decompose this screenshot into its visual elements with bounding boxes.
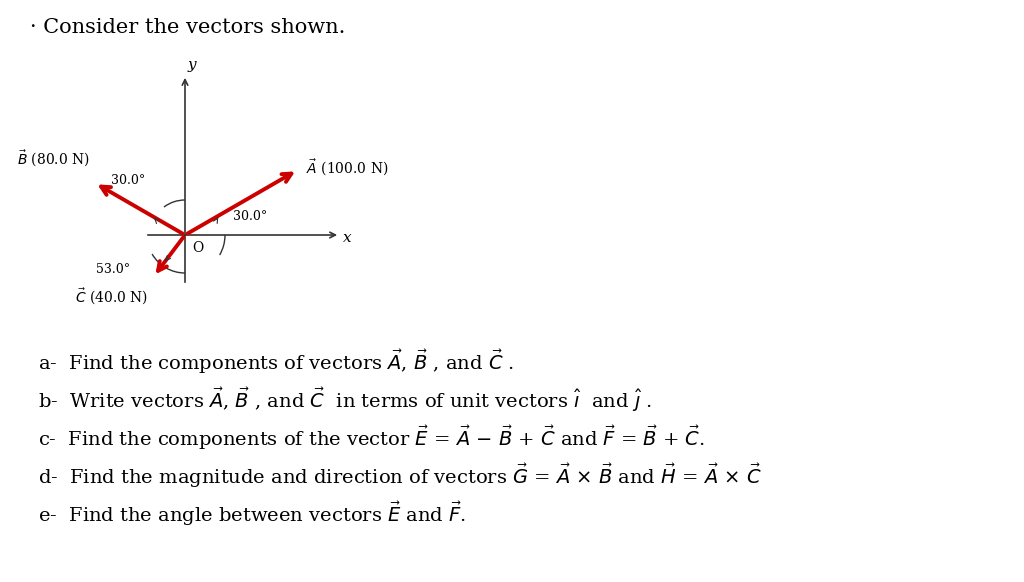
Text: $\vec{C}$ (40.0 N): $\vec{C}$ (40.0 N) — [76, 286, 148, 307]
Text: 53.0°: 53.0° — [96, 263, 130, 276]
Text: · Consider the vectors shown.: · Consider the vectors shown. — [30, 18, 345, 37]
Text: $\vec{A}$ (100.0 N): $\vec{A}$ (100.0 N) — [305, 158, 388, 178]
Text: a-  Find the components of vectors $\vec{A}$, $\vec{B}$ , and $\vec{C}$ .: a- Find the components of vectors $\vec{… — [38, 348, 514, 376]
Text: O: O — [193, 241, 203, 255]
Text: b-  Write vectors $\vec{A}$, $\vec{B}$ , and $\vec{C}$  in terms of unit vectors: b- Write vectors $\vec{A}$, $\vec{B}$ , … — [38, 386, 652, 414]
Text: 30.0°: 30.0° — [111, 173, 145, 186]
Text: d-  Find the magnitude and direction of vectors $\vec{G}$ = $\vec{A}$ $\times$ $: d- Find the magnitude and direction of v… — [38, 462, 762, 490]
Text: x: x — [343, 231, 351, 245]
Text: 30.0°: 30.0° — [233, 211, 267, 223]
Text: e-  Find the angle between vectors $\vec{E}$ and $\vec{F}$.: e- Find the angle between vectors $\vec{… — [38, 500, 466, 528]
Text: y: y — [188, 58, 197, 72]
Text: c-  Find the components of the vector $\vec{E}$ = $\vec{A}$ $-$ $\vec{B}$ + $\ve: c- Find the components of the vector $\v… — [38, 424, 705, 452]
Text: $\vec{B}$ (80.0 N): $\vec{B}$ (80.0 N) — [17, 149, 90, 169]
